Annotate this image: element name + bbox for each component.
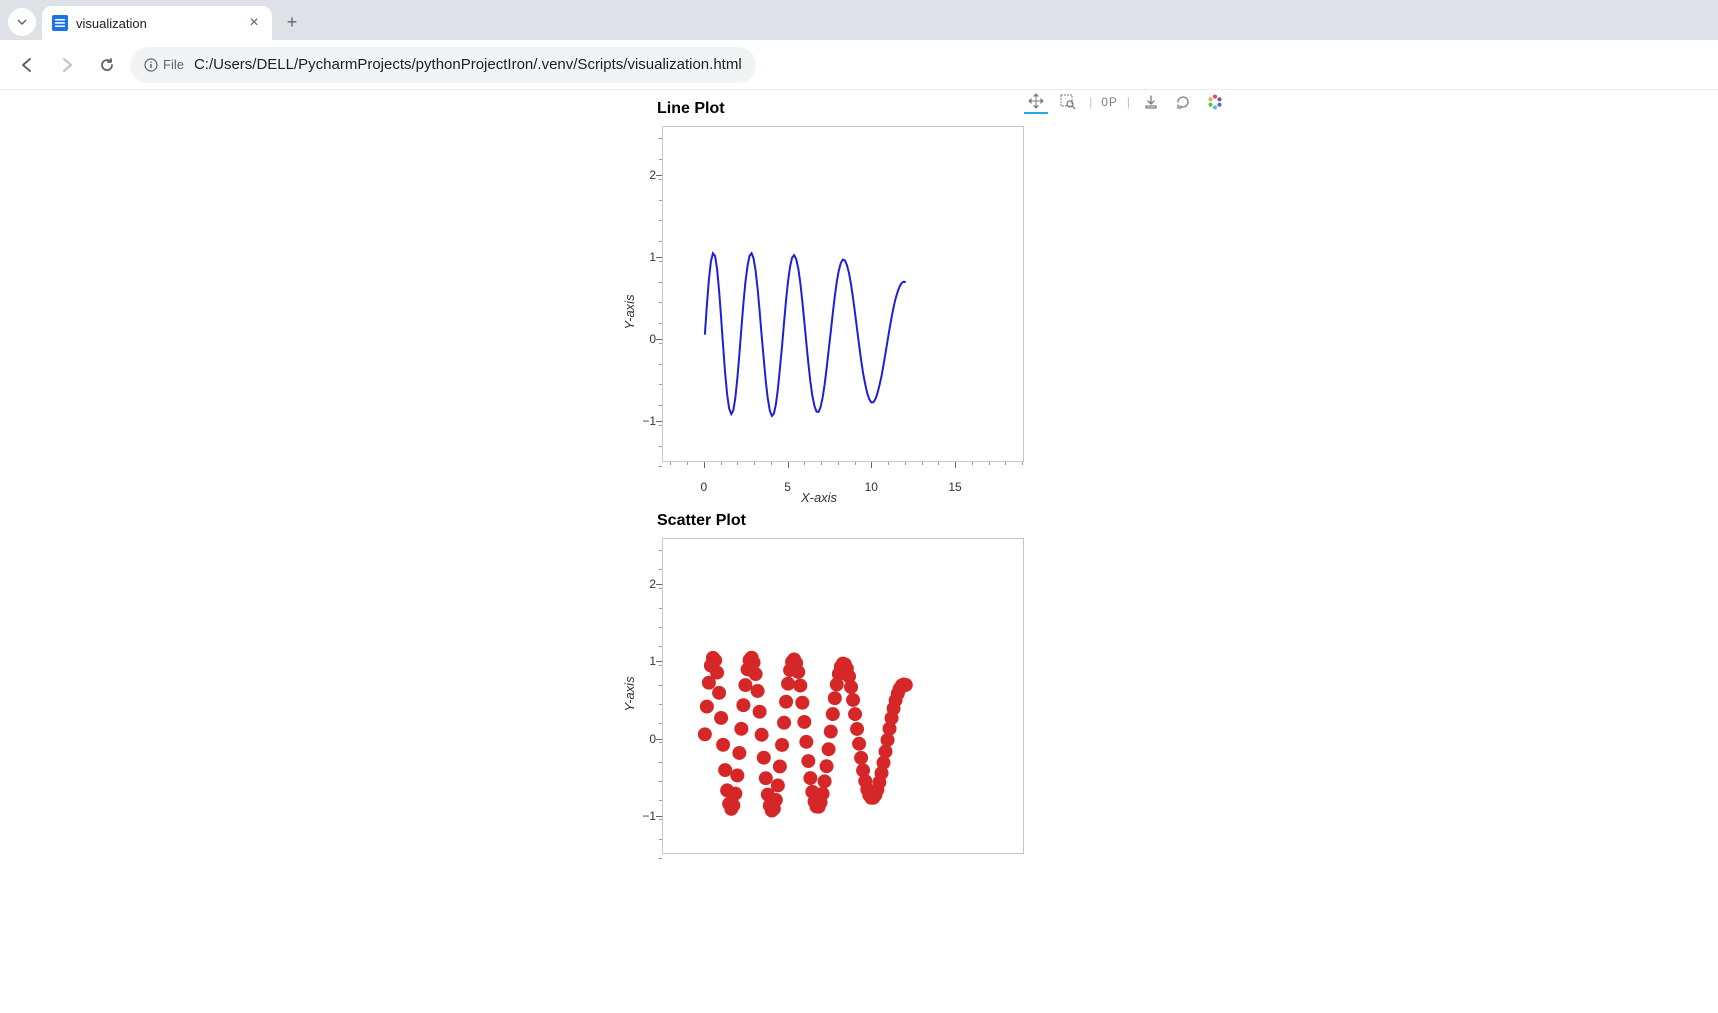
tab-strip: visualization × + [0, 0, 1718, 40]
info-icon [144, 58, 158, 72]
scatter-chart-title: Scatter Plot [604, 502, 1224, 534]
pan-tool-button[interactable] [1024, 90, 1048, 114]
box-zoom-tool-button[interactable] [1056, 90, 1080, 114]
reset-tool-button[interactable] [1171, 90, 1195, 114]
favicon-icon [52, 15, 68, 31]
pan-icon [1028, 93, 1044, 109]
toolbar-separator: | [1088, 95, 1093, 109]
scatter-plot-wrap: Scatter Plot Y-axis −1012 [604, 502, 1224, 854]
tab-search-button[interactable] [8, 8, 36, 36]
bokeh-toolbar: | 0P | [1019, 87, 1232, 117]
line-chart-area[interactable]: Y-axis X-axis −1012 051015 [614, 122, 1024, 502]
line-plot-svg [663, 127, 1023, 461]
back-button[interactable] [10, 48, 44, 82]
line-plot-frame [662, 126, 1024, 462]
box-zoom-icon [1060, 94, 1076, 110]
file-chip-label: File [163, 57, 184, 72]
reload-button[interactable] [90, 48, 124, 82]
new-tab-button[interactable]: + [278, 8, 306, 36]
scatter-plot-frame [662, 538, 1024, 854]
scatter-plot-svg [663, 539, 1023, 853]
browser-chrome: visualization × + File C:/Users/DELL/Pyc… [0, 0, 1718, 90]
download-icon [1143, 94, 1159, 110]
bokeh-logo-icon [1206, 93, 1224, 111]
file-chip: File [144, 57, 184, 72]
scatter-chart-area[interactable]: Y-axis −1012 [614, 534, 1024, 854]
chevron-down-icon [16, 16, 28, 28]
save-tool-button[interactable] [1139, 90, 1163, 114]
hover-tool-label[interactable]: 0P [1101, 95, 1118, 109]
line-plot-wrap: | 0P | Line Plot Y [604, 90, 1224, 502]
x-ticks: 051015 [662, 462, 1024, 502]
arrow-right-icon [58, 56, 76, 74]
url-text: C:/Users/DELL/PycharmProjects/pythonProj… [194, 56, 742, 73]
plots-column: | 0P | Line Plot Y [604, 90, 1224, 854]
forward-button[interactable] [50, 48, 84, 82]
address-bar-row: File C:/Users/DELL/PycharmProjects/pytho… [0, 40, 1718, 90]
arrow-left-icon [18, 56, 36, 74]
browser-tab[interactable]: visualization × [42, 6, 272, 40]
y-ticks: −1012 [614, 538, 662, 814]
reset-icon [1175, 94, 1191, 110]
bokeh-logo-button[interactable] [1203, 90, 1227, 114]
address-bar[interactable]: File C:/Users/DELL/PycharmProjects/pytho… [130, 47, 756, 83]
reload-icon [98, 56, 116, 74]
y-ticks: −1012 [614, 126, 662, 462]
toolbar-separator: | [1126, 95, 1131, 109]
tab-title: visualization [76, 16, 238, 31]
page-content: | 0P | Line Plot Y [0, 90, 1718, 854]
tab-close-button[interactable]: × [246, 15, 262, 31]
